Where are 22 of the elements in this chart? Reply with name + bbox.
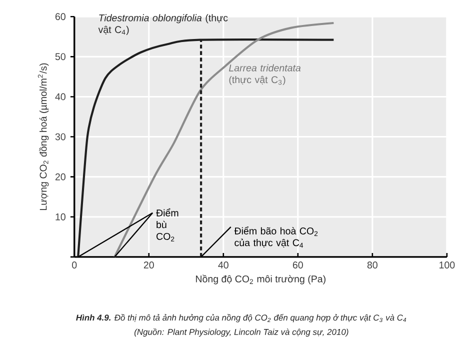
- x-tick-label: 60: [292, 262, 303, 269]
- y-tick-label: 60: [55, 13, 66, 20]
- y-tick-label: 20: [55, 174, 66, 181]
- text: Điểm bão hoà CO$_{2}$ của thực vật C$_{4}$: [234, 226, 318, 248]
- x-axis-title: Nồng độ CO$_{2}$ môi trường (Pa): [196, 275, 326, 285]
- y-tick-label: 10: [56, 214, 66, 221]
- y-tick-label: 30: [55, 134, 66, 140]
- line-series: [114, 22, 335, 258]
- y-axis-title: Lượng CO$_{2}$ đồng hoá (µmol/m$^{2}$/s): [38, 64, 49, 210]
- text: Tidestromia oblongifolia (thực vật C$_{4}$): [98, 14, 228, 36]
- y-tick-label: 40: [55, 93, 66, 100]
- y-tick-label: 50: [55, 53, 66, 60]
- line-series: [77, 38, 335, 258]
- series-label: Larrea tridentata (thực vật C$_{3}$): [228, 64, 301, 86]
- x-tick-label: 0: [72, 262, 77, 269]
- x-tick-label: 20: [144, 262, 154, 269]
- annotation: Điểm bù CO$_{2}$: [156, 208, 178, 242]
- text: Hình 4.9. Đồ thị mô tả ảnh hưởng của nồng độ CO$_{2}$ đến quang hợp ở thực vật C$_{3}$ và C$_{4}$: [76, 314, 406, 323]
- x-tick-label: 100: [440, 262, 455, 269]
- text: (Nguồn: Plant Physiology, Lincoln Taiz và cộng sự, 2010): [134, 328, 348, 337]
- x-tick-label: 40: [218, 262, 228, 269]
- x-tick-label: 80: [367, 262, 378, 269]
